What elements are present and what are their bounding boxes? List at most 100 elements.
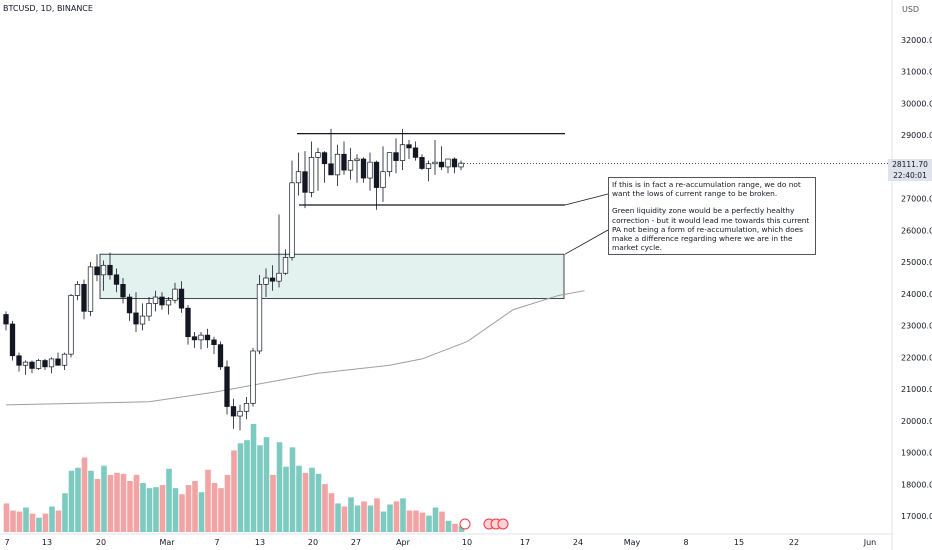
candle-body xyxy=(42,360,48,368)
time-tick-label: 17 xyxy=(520,538,530,547)
candle xyxy=(230,398,237,429)
candle xyxy=(16,352,22,372)
volume-bar xyxy=(185,485,192,532)
volume-bar xyxy=(400,498,406,532)
candle xyxy=(100,260,107,291)
candle xyxy=(393,138,399,174)
candle-body xyxy=(120,283,126,298)
candle-body xyxy=(178,288,185,309)
candle xyxy=(282,249,289,275)
candle xyxy=(276,214,282,288)
time-tick-label: 10 xyxy=(462,538,472,547)
time-tick-label: May xyxy=(624,538,641,547)
candle-body xyxy=(354,158,360,161)
candle-body xyxy=(9,323,16,357)
volume-bar xyxy=(42,513,49,532)
volume-bar xyxy=(94,478,101,532)
candle xyxy=(120,278,126,304)
candle xyxy=(302,151,308,209)
volume-bar xyxy=(296,465,302,532)
candle xyxy=(68,293,74,358)
candle-body xyxy=(445,158,451,168)
volume-bar xyxy=(354,505,361,532)
candle-body xyxy=(308,157,315,193)
candle-body xyxy=(191,336,198,341)
volume-bar xyxy=(211,483,218,532)
price-tick-label: 18000.00 xyxy=(901,480,932,489)
candle xyxy=(146,297,152,321)
volume-bar xyxy=(335,503,341,532)
candle xyxy=(328,128,334,176)
time-axis: 7 13 20 Mar 7 13 20 27 Apr 10 17 24 May 8 15 22 Jun xyxy=(4,538,876,547)
candle xyxy=(237,404,243,431)
candle xyxy=(178,281,185,313)
liquidity-zone-rect xyxy=(99,253,565,300)
flash-event-icon[interactable] xyxy=(459,518,471,530)
candle-body xyxy=(133,312,139,325)
volume-bar xyxy=(159,485,166,532)
volume-bar xyxy=(387,504,393,532)
candle-body xyxy=(139,315,146,325)
candle xyxy=(126,293,133,321)
price-tick-label: 19000.00 xyxy=(901,449,932,458)
volume-bar xyxy=(192,481,198,532)
time-tick-label: 27 xyxy=(351,538,361,547)
volume-bar xyxy=(75,467,81,532)
candle xyxy=(185,304,191,345)
volume-bar xyxy=(179,494,185,532)
candle xyxy=(289,160,295,261)
candle xyxy=(380,146,386,202)
candle-body xyxy=(22,361,29,366)
candle xyxy=(81,279,87,320)
candle-body xyxy=(347,160,354,171)
candle-body xyxy=(282,257,289,274)
candle-body xyxy=(367,161,373,179)
candle xyxy=(42,358,48,371)
candle-body xyxy=(406,144,412,149)
candle xyxy=(113,268,120,293)
time-tick-label: 15 xyxy=(734,538,744,547)
candle-body xyxy=(146,303,152,317)
analysis-note[interactable]: If this is in fact a re-accumulation ran… xyxy=(608,177,816,256)
candle xyxy=(425,160,432,182)
candle xyxy=(133,292,139,332)
time-tick-label: 7 xyxy=(214,538,219,547)
candle-body xyxy=(380,171,386,188)
volume-bar xyxy=(3,503,10,532)
candle xyxy=(458,160,464,171)
volume-bar xyxy=(367,505,374,532)
volume-bar xyxy=(413,510,419,532)
volume-bar xyxy=(140,483,146,532)
economic-event-icon[interactable] xyxy=(497,518,509,530)
price-tick-label: 31000.00 xyxy=(901,68,932,77)
volume-bar xyxy=(328,493,335,532)
candle-body xyxy=(341,153,347,171)
candle-body xyxy=(438,161,445,168)
price-tick-label: 26000.00 xyxy=(901,226,932,235)
candle-body xyxy=(165,299,172,306)
time-tick-label: 8 xyxy=(683,538,688,547)
candle xyxy=(263,268,269,298)
volume-bar xyxy=(257,445,263,532)
volume-bar xyxy=(88,470,94,532)
volume-bar xyxy=(10,510,16,532)
symbol-label[interactable]: BTCUSD, 1D, BINANCE xyxy=(3,4,93,13)
volume-series xyxy=(3,423,465,532)
price-axis: 17000.00 18000.00 19000.00 20000.00 21000.00… xyxy=(901,36,932,521)
candle xyxy=(308,141,315,198)
volume-bar xyxy=(29,513,36,532)
candle xyxy=(438,146,445,171)
candle xyxy=(269,265,276,291)
candle-body xyxy=(29,361,35,369)
price-tick-label: 21000.00 xyxy=(901,385,932,394)
candlestick-series xyxy=(3,128,464,431)
volume-bar xyxy=(263,437,270,532)
candle-body xyxy=(198,334,204,341)
candle-body xyxy=(3,314,9,325)
candle xyxy=(224,360,230,415)
volume-bar xyxy=(120,473,127,532)
time-tick-label: 13 xyxy=(255,538,265,547)
candle xyxy=(341,141,347,175)
candle-body xyxy=(217,344,224,368)
volume-bar xyxy=(55,510,62,532)
